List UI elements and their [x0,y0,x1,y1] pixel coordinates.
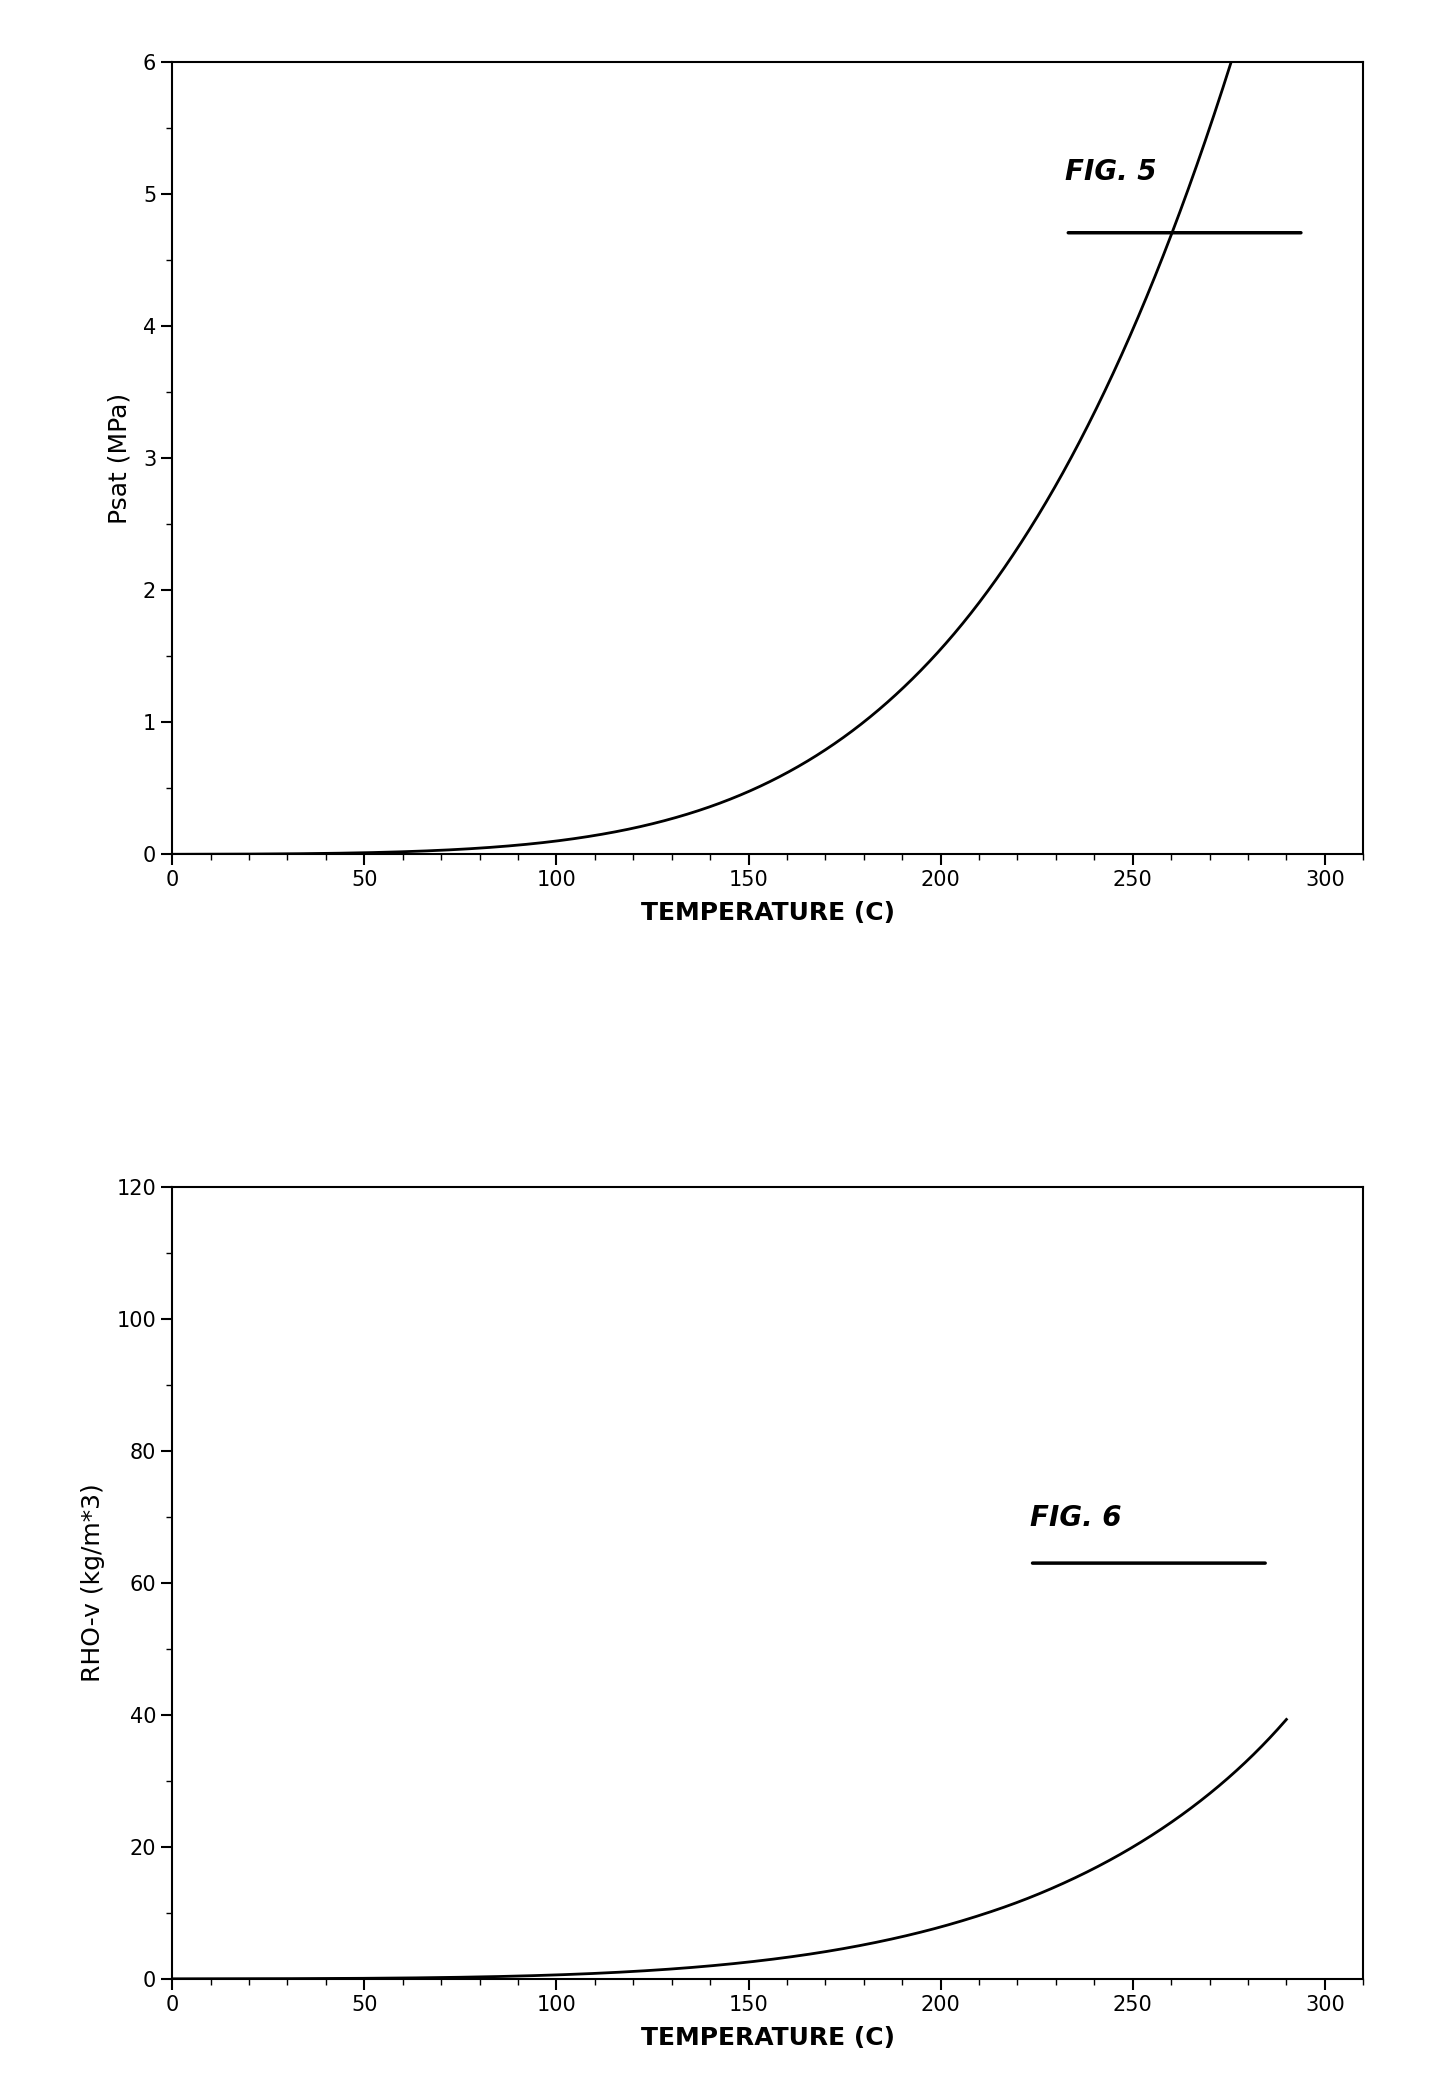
Y-axis label: Psat (MPa): Psat (MPa) [108,394,132,525]
X-axis label: TEMPERATURE (C): TEMPERATURE (C) [640,2027,895,2050]
Text: FIG. 5: FIG. 5 [1065,158,1157,185]
Y-axis label: RHO-v (kg/m*3): RHO-v (kg/m*3) [82,1483,105,1683]
Text: FIG. 6: FIG. 6 [1030,1504,1121,1531]
X-axis label: TEMPERATURE (C): TEMPERATURE (C) [640,902,895,925]
